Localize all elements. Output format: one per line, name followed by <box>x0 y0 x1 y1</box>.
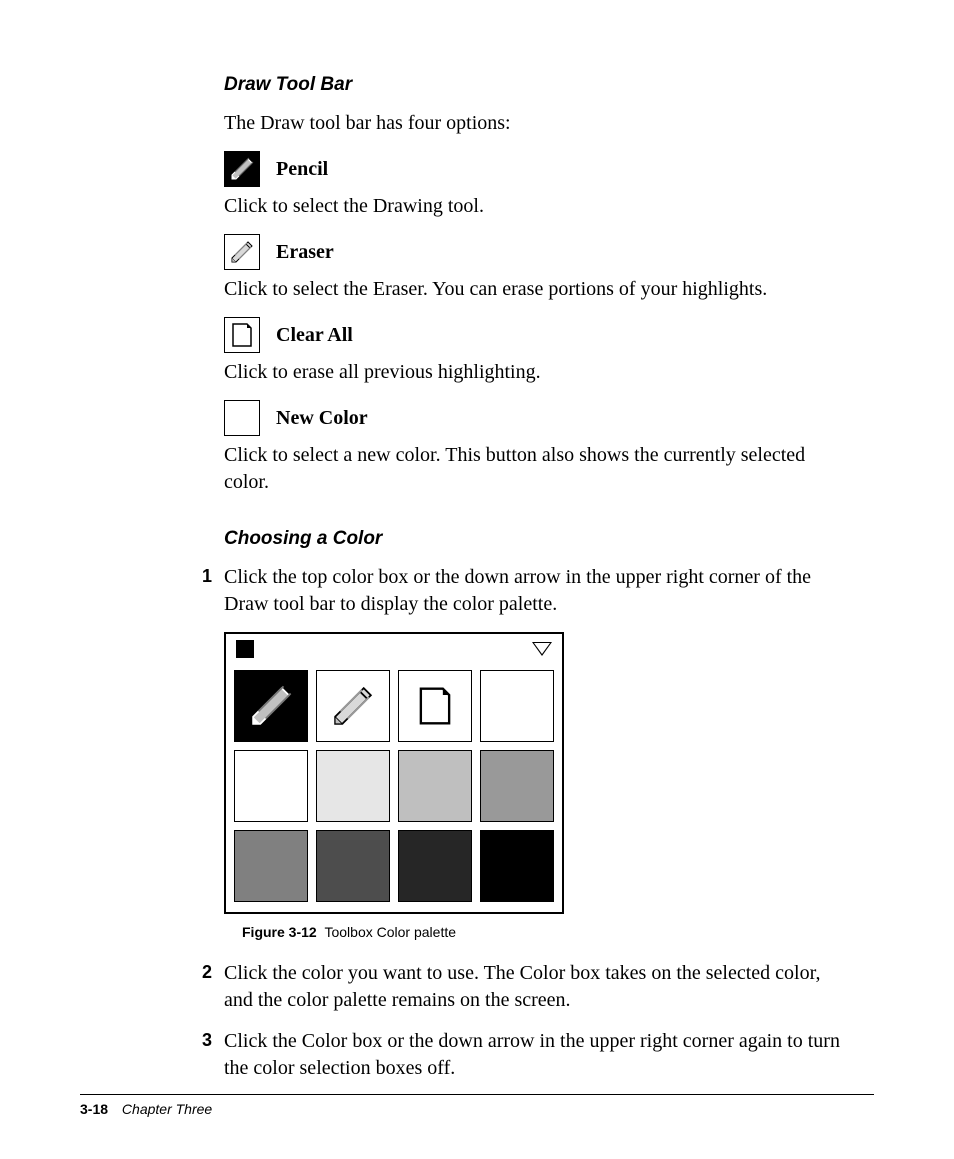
clearall-desc: Click to erase all previous highlighting… <box>224 359 854 386</box>
page-footer: 3-18 Chapter Three <box>80 1094 874 1117</box>
step-3-num: 3 <box>194 1030 212 1051</box>
newcolor-label: New Color <box>276 407 368 430</box>
palette-color-1[interactable] <box>316 750 390 822</box>
step-1-num: 1 <box>194 566 212 587</box>
new-color-icon <box>224 400 260 436</box>
step-3-text: Click the Color box or the down arrow in… <box>224 1028 854 1082</box>
tool-row-clearall: Clear All <box>224 317 854 353</box>
tool-row-pencil: Pencil <box>224 151 854 187</box>
figure-text: Toolbox Color palette <box>324 924 456 940</box>
palette-color-5[interactable] <box>316 830 390 902</box>
draw-toolbar-heading: Draw Tool Bar <box>224 74 854 96</box>
step-1: 1 Click the top color box or the down ar… <box>224 564 854 618</box>
palette-tool-eraser[interactable] <box>316 670 390 742</box>
palette-grid <box>226 664 562 912</box>
palette-color-7[interactable] <box>480 830 554 902</box>
eraser-label: Eraser <box>276 241 334 264</box>
pencil-desc: Click to select the Drawing tool. <box>224 193 854 220</box>
palette-color-2[interactable] <box>398 750 472 822</box>
palette-header <box>226 634 562 664</box>
eraser-desc: Click to select the Eraser. You can eras… <box>224 276 854 303</box>
chapter-label: Chapter Three <box>122 1101 212 1117</box>
palette-color-3[interactable] <box>480 750 554 822</box>
palette-color-4[interactable] <box>234 830 308 902</box>
choosing-color-heading: Choosing a Color <box>224 528 854 550</box>
current-color-swatch[interactable] <box>236 640 254 658</box>
clear-all-icon <box>224 317 260 353</box>
color-palette-figure <box>224 632 564 914</box>
newcolor-desc: Click to select a new color. This button… <box>224 442 854 496</box>
tool-row-eraser: Eraser <box>224 234 854 270</box>
pencil-label: Pencil <box>276 158 328 181</box>
step-1-text: Click the top color box or the down arro… <box>224 564 854 618</box>
draw-toolbar-intro: The Draw tool bar has four options: <box>224 110 854 137</box>
step-2-num: 2 <box>194 962 212 983</box>
palette-tool-clearall[interactable] <box>398 670 472 742</box>
palette-tool-newcolor[interactable] <box>480 670 554 742</box>
palette-color-0[interactable] <box>234 750 308 822</box>
palette-tool-pencil[interactable] <box>234 670 308 742</box>
disclosure-triangle-icon[interactable] <box>532 642 552 656</box>
figure-caption: Figure 3-12 Toolbox Color palette <box>242 924 854 940</box>
tool-row-newcolor: New Color <box>224 400 854 436</box>
pencil-icon <box>224 151 260 187</box>
step-2: 2 Click the color you want to use. The C… <box>224 960 854 1014</box>
eraser-icon <box>224 234 260 270</box>
palette-color-6[interactable] <box>398 830 472 902</box>
page-number: 3-18 <box>80 1101 108 1117</box>
page-svg <box>228 321 256 349</box>
eraser-svg <box>228 238 256 266</box>
pencil-svg <box>228 155 256 183</box>
step-2-text: Click the color you want to use. The Col… <box>224 960 854 1014</box>
step-3: 3 Click the Color box or the down arrow … <box>224 1028 854 1082</box>
figure-label: Figure 3-12 <box>242 924 317 940</box>
clearall-label: Clear All <box>276 324 353 347</box>
